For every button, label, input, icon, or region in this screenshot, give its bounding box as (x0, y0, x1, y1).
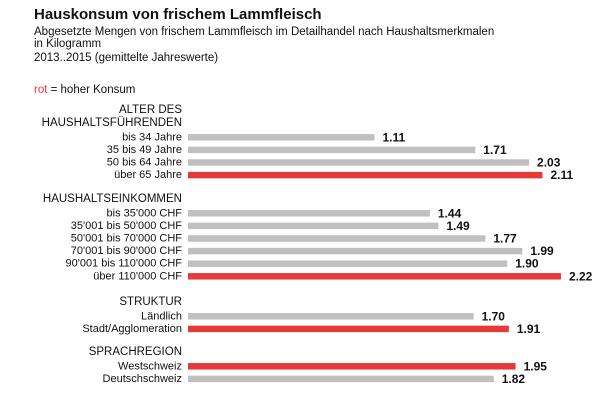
category-label: 50'001 bis 70'000 CHF (71, 233, 182, 245)
group-heading: SPRACHREGION (89, 346, 182, 358)
value-label: 2.11 (550, 168, 573, 182)
bar (188, 247, 523, 255)
category-label: über 65 Jahre (114, 169, 182, 181)
value-label: 1.91 (517, 322, 541, 336)
bar (188, 375, 494, 383)
category-label: bis 34 Jahre (122, 131, 182, 143)
legend-note-text: = hoher Konsum (47, 84, 136, 96)
bar (188, 325, 509, 333)
chart-title: Hauskonsum von frischem Lammfleisch (34, 6, 322, 23)
value-label: 1.77 (493, 232, 517, 246)
category-label: bis 35'000 CHF (107, 207, 183, 219)
value-label: 1.44 (438, 206, 462, 220)
legend-note: rot = hoher Konsum (34, 84, 135, 96)
category-label: Ländlich (141, 310, 182, 322)
category-label: 90'001 bis 110'000 CHF (65, 258, 182, 270)
bar (188, 159, 530, 166)
group-heading: HAUSHALTSFÜHRENDEN (42, 117, 182, 129)
bar (188, 134, 375, 141)
category-label: 35 bis 49 Jahre (107, 144, 182, 156)
category-label: Westschweiz (118, 360, 182, 372)
value-label: 1.95 (524, 359, 548, 373)
value-label: 2.22 (569, 269, 593, 283)
value-label: 1.90 (515, 257, 539, 271)
bar (188, 260, 508, 267)
bar (188, 222, 439, 230)
value-label: 1.49 (446, 219, 470, 233)
category-label: Stadt/Agglomeration (82, 323, 182, 335)
category-label: Deutschschweiz (103, 373, 182, 385)
value-label: 1.82 (502, 372, 526, 386)
chart-subtitle-line-1: Abgesetzte Mengen von frischem Lammfleis… (34, 26, 495, 38)
bar (188, 313, 474, 320)
category-label: über 110'000 CHF (93, 270, 182, 282)
group-heading: ALTER DES (119, 104, 182, 116)
value-label: 1.71 (483, 143, 507, 157)
group-heading: HAUSHALTSEINKOMMEN (43, 193, 182, 205)
chart-subtitle-line-2: in Kilogramm (34, 38, 102, 50)
bar (188, 273, 561, 280)
bar (188, 146, 476, 154)
bar (188, 363, 516, 370)
group-heading: STRUKTUR (119, 296, 182, 308)
bar (188, 235, 486, 242)
value-label: 1.99 (530, 244, 554, 258)
category-label: 35'001 bis 50'000 CHF (71, 220, 182, 232)
value-label: 1.70 (482, 309, 506, 323)
legend-note-red-word: rot (34, 84, 48, 96)
value-label: 1.11 (382, 130, 405, 144)
value-label: 2.03 (537, 156, 561, 170)
category-label: 50 bis 64 Jahre (107, 157, 182, 169)
bar (188, 210, 430, 217)
chart-subtitle-line-3: 2013..2015 (gemittelte Jahreswerte) (34, 52, 219, 64)
category-label: 70'001 bis 90'000 CHF (71, 245, 182, 257)
bar (188, 171, 543, 179)
